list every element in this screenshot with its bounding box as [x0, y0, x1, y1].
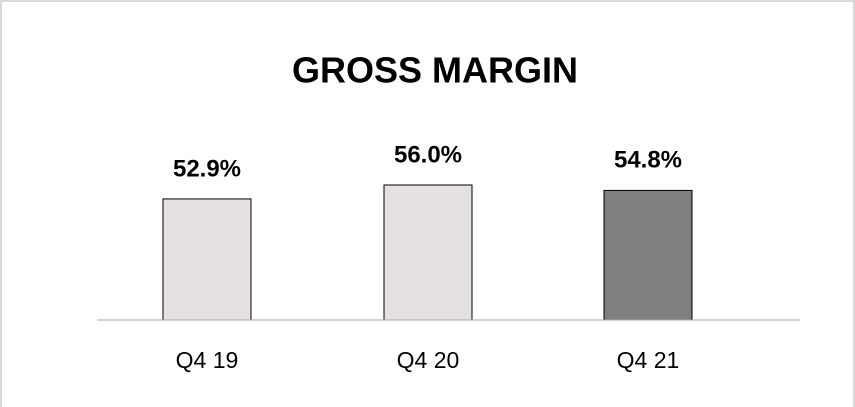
value-label: 52.9% — [173, 155, 241, 182]
x-tick-label: Q4 19 — [176, 347, 239, 373]
chart-title: GROSS MARGIN — [292, 50, 578, 91]
value-label: 54.8% — [614, 147, 682, 174]
bar — [383, 184, 473, 321]
bar — [162, 198, 252, 321]
bar — [603, 189, 693, 321]
x-tick-label: Q4 21 — [617, 347, 680, 373]
value-label: 56.0% — [394, 141, 462, 168]
x-tick-label: Q4 20 — [397, 347, 460, 373]
